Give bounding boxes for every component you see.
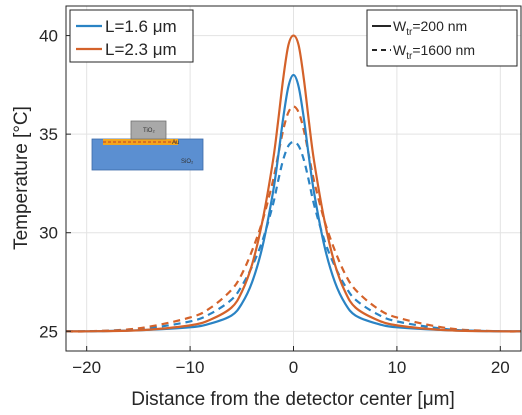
legend-style-label-1-sub: tr	[406, 51, 413, 62]
y-tick-label-1: 30	[39, 224, 58, 243]
y-tick-label-0: 25	[39, 322, 58, 341]
x-tick-label-3: 10	[387, 358, 406, 377]
y-tick-label-3: 40	[39, 27, 58, 46]
x-tick-label-4: 20	[491, 358, 510, 377]
legend-style: Wtr=200 nm Wtr=1600 nm	[366, 9, 518, 67]
inset-au-label: Au	[172, 140, 179, 146]
legend-style-label-0-sub: tr	[406, 27, 413, 38]
legend-color-label-0: L=1.6 μm	[105, 17, 177, 36]
legend-style-label-0-rest: =200 nm	[412, 18, 467, 34]
legend-color-box	[69, 9, 194, 63]
legend-style-box	[366, 9, 518, 67]
legend-style-label-0: Wtr=200 nm	[393, 18, 467, 38]
y-tick-label-2: 35	[39, 125, 58, 144]
device-inset: TiO₂ Au SiO₂	[91, 120, 204, 171]
inset-tio2-label: TiO₂	[143, 128, 155, 134]
tick-labels: −20 −10 0 10 20 25 30 35 40	[39, 27, 510, 377]
legend-style-label-1-rest: =1600 nm	[412, 42, 475, 58]
series-line-2	[65, 140, 522, 333]
y-axis-label: Temperature [°C]	[11, 106, 32, 250]
series-line-0	[65, 73, 522, 333]
series-line-1	[65, 34, 522, 333]
x-tick-label-0: −20	[72, 358, 101, 377]
x-tick-label-1: −10	[176, 358, 205, 377]
x-tick-label-2: 0	[289, 358, 298, 377]
x-axis-label: Distance from the detector center [μm]	[131, 389, 455, 410]
legend-color-label-1: L=2.3 μm	[105, 40, 177, 59]
inset-tio2-layer	[130, 120, 167, 140]
series-line-3	[65, 105, 522, 333]
legend-style-label-1-main: W	[393, 42, 407, 58]
inset-sio2-label: SiO₂	[181, 159, 194, 165]
legend-color: L=1.6 μm L=2.3 μm	[69, 9, 194, 63]
legend-style-label-1: Wtr=1600 nm	[393, 42, 475, 62]
series-layer	[65, 34, 522, 333]
legend-style-label-0-main: W	[393, 18, 407, 34]
